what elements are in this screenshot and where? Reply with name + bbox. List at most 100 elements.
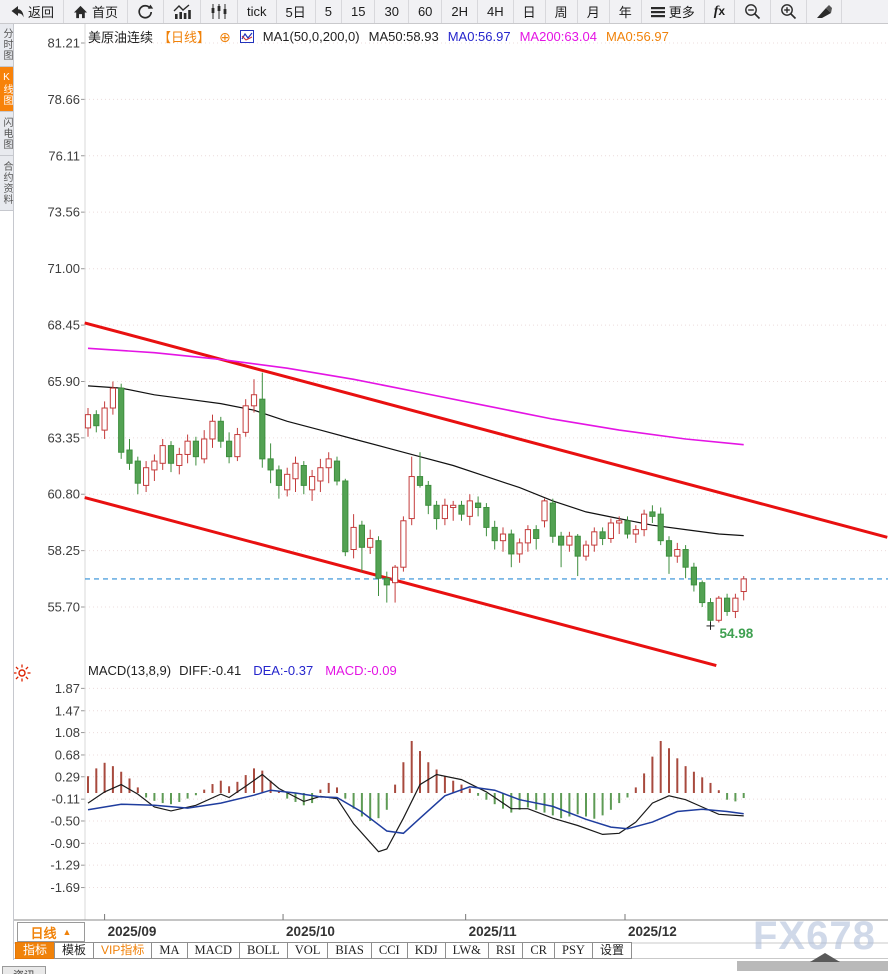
toolbar-button-5-min[interactable]: 5 <box>316 0 342 23</box>
add-overlay-icon[interactable]: ⊕ <box>219 28 231 45</box>
candle <box>217 416 224 448</box>
back-arrow <box>9 5 24 19</box>
tab-CR[interactable]: CR <box>522 942 556 959</box>
toolbar-button-30-min[interactable]: 30 <box>375 0 409 23</box>
toolbar-button-label: 更多 <box>668 5 695 20</box>
candle <box>317 458 324 493</box>
svg-text:0.29: 0.29 <box>55 769 80 784</box>
sidebar-item-3[interactable]: 合约资料 <box>0 156 13 211</box>
candle <box>524 525 531 552</box>
indicator-sun-icon <box>13 664 31 687</box>
toolbar-button-more[interactable]: 更多 <box>642 0 705 23</box>
toolbar-button-draw-tool[interactable] <box>807 0 843 23</box>
toolbar-button-back[interactable]: 返回 <box>0 0 65 23</box>
toolbar-button-4-hour[interactable]: 4H <box>478 0 514 23</box>
toolbar-button-formula[interactable]: fx <box>705 0 736 23</box>
tab-MA[interactable]: MA <box>151 942 188 959</box>
tab-指标[interactable]: 指标 <box>15 942 56 959</box>
tab-VOL[interactable]: VOL <box>286 942 329 959</box>
candle <box>383 571 390 603</box>
tab-模板[interactable]: 模板 <box>54 942 95 959</box>
horizontal-scrollbar[interactable] <box>737 953 888 971</box>
candle <box>632 525 639 543</box>
news-tab-partial[interactable]: 资讯 <box>2 966 46 974</box>
diff-value: DIFF:-0.41 <box>179 663 242 678</box>
toolbar-button-label: 2H <box>451 4 469 19</box>
toolbar-button-5-day[interactable]: 5日 <box>277 0 316 23</box>
candle <box>624 516 631 539</box>
toolbar-button-yearly[interactable]: 年 <box>610 0 642 23</box>
scrollbar-up-arrow-icon[interactable] <box>810 953 840 962</box>
candle <box>699 580 706 607</box>
tab-VIP指标[interactable]: VIP指标 <box>93 942 153 959</box>
x-axis-labels: 2025/09 2025/10 2025/11 2025/12 <box>104 914 677 939</box>
candle <box>491 520 498 550</box>
tab-BIAS[interactable]: BIAS <box>327 942 372 959</box>
svg-text:2025/11: 2025/11 <box>469 924 518 939</box>
tab-MACD[interactable]: MACD <box>186 942 241 959</box>
toolbar-button-zoom-out[interactable] <box>735 0 772 23</box>
toolbar-button-refresh[interactable] <box>128 0 165 23</box>
ma50-value: MA50:58.93 <box>368 29 439 44</box>
toolbar-button-label: 5 <box>324 4 332 19</box>
tab-CCI[interactable]: CCI <box>370 942 408 959</box>
tab-KDJ[interactable]: KDJ <box>406 942 446 959</box>
toolbar-button-weekly[interactable]: 周 <box>546 0 578 23</box>
candle <box>416 452 424 488</box>
dea-value: DEA:-0.37 <box>253 663 314 678</box>
toolbar-button-zoom-in[interactable] <box>771 0 808 23</box>
tab-设置[interactable]: 设置 <box>591 942 632 959</box>
candle <box>649 505 656 523</box>
low-price-marker: 54.98 <box>706 621 754 641</box>
toolbar-button-trend-chart[interactable] <box>164 0 202 23</box>
svg-text:1.47: 1.47 <box>55 703 80 718</box>
chart-header: 美原油连续 【日线】 ⊕ MA1(50,0,200,0) MA50:58.93 … <box>88 27 669 46</box>
candle <box>367 529 374 554</box>
toolbar-button-label: 首页 <box>92 5 119 20</box>
candle <box>715 595 722 623</box>
tab-RSI[interactable]: RSI <box>487 942 524 959</box>
sidebar-item-0[interactable]: 分时图 <box>0 23 13 67</box>
candle <box>325 452 332 484</box>
candle <box>234 427 241 462</box>
toolbar-button-monthly[interactable]: 月 <box>578 0 610 23</box>
toolbar-button-label: 4H <box>487 4 504 19</box>
candle <box>724 593 731 616</box>
svg-text:2025/09: 2025/09 <box>108 924 157 939</box>
candle <box>93 410 100 433</box>
candle <box>574 534 581 577</box>
toolbar-button-home[interactable]: 首页 <box>64 0 129 23</box>
menu-icon <box>650 6 665 18</box>
ma200-value: MA200:63.04 <box>519 29 597 44</box>
svg-text:2025/12: 2025/12 <box>628 924 677 939</box>
toolbar-button-daily[interactable]: 日 <box>514 0 546 23</box>
sidebar-item-1[interactable]: K线图 <box>0 67 13 112</box>
toolbar-button-2-hour[interactable]: 2H <box>442 0 479 23</box>
candle <box>151 454 158 481</box>
svg-text:-0.50: -0.50 <box>50 813 80 828</box>
toolbar-button-60-min[interactable]: 60 <box>409 0 443 23</box>
candles-icon <box>210 4 228 19</box>
svg-text:71.00: 71.00 <box>47 261 80 276</box>
tab-BOLL[interactable]: BOLL <box>239 942 288 959</box>
toolbar-button-tick[interactable]: tick <box>238 0 277 23</box>
svg-text:1.08: 1.08 <box>55 725 80 740</box>
candle <box>176 447 183 475</box>
candle <box>134 456 141 495</box>
candle <box>483 503 490 537</box>
svg-text:55.70: 55.70 <box>47 600 80 615</box>
toolbar-button-candlestick-view[interactable] <box>201 0 239 23</box>
tab-LW&[interactable]: LW& <box>444 942 489 959</box>
mini-chart-icon <box>239 30 254 43</box>
period-selector[interactable]: 日线 ▲ <box>17 922 85 942</box>
svg-text:76.11: 76.11 <box>48 148 80 163</box>
toolbar-button-15-min[interactable]: 15 <box>342 0 376 23</box>
candle <box>126 438 133 470</box>
sidebar-item-2[interactable]: 闪电图 <box>0 112 13 156</box>
candle <box>342 478 349 557</box>
tab-PSY[interactable]: PSY <box>554 942 593 959</box>
toolbar-button-label: 15 <box>351 4 366 19</box>
candle <box>275 465 282 499</box>
indicator-tab-bar: 指标 模板 VIP指标 MA MACD BOLL VOL BIAS CCI KDJ LW& RSI CR… <box>15 942 632 959</box>
toolbar-button-label: 年 <box>618 5 632 20</box>
